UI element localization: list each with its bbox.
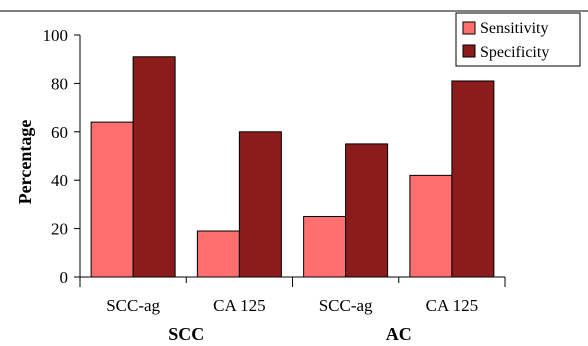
x-tick-label: SCC-ag <box>319 296 373 315</box>
y-axis-title: Percentage <box>15 120 35 205</box>
bar-sensitivity-3 <box>409 174 453 278</box>
group-label: SCC <box>168 324 204 344</box>
legend-swatch-specificity <box>462 44 476 58</box>
bar-sensitivity-1 <box>196 230 240 278</box>
bar-sensitivity-0 <box>90 121 134 278</box>
y-tick-label: 80 <box>51 74 68 93</box>
x-tick-label: CA 125 <box>213 296 265 315</box>
bar-sensitivity-2 <box>303 216 347 278</box>
y-tick-label: 40 <box>51 171 68 190</box>
bar-specificity-2 <box>345 143 389 278</box>
legend-box <box>455 12 581 67</box>
y-tick-label: 20 <box>51 220 68 239</box>
bar-specificity-0 <box>132 56 176 278</box>
legend: Sensitivity Specificity <box>455 12 581 67</box>
legend-label-sensitivity: Sensitivity <box>480 20 548 37</box>
y-tick-label: 60 <box>51 123 68 142</box>
y-tick-label: 0 <box>60 268 69 287</box>
group-label: AC <box>386 324 412 344</box>
bar-specificity-1 <box>238 131 282 278</box>
x-tick-label: CA 125 <box>426 296 478 315</box>
legend-label-specificity: Specificity <box>480 44 549 61</box>
x-tick-label: SCC-ag <box>106 296 160 315</box>
y-tick-label: 100 <box>43 26 69 45</box>
legend-swatch-sensitivity <box>462 21 476 35</box>
bar-specificity-3 <box>451 80 495 278</box>
